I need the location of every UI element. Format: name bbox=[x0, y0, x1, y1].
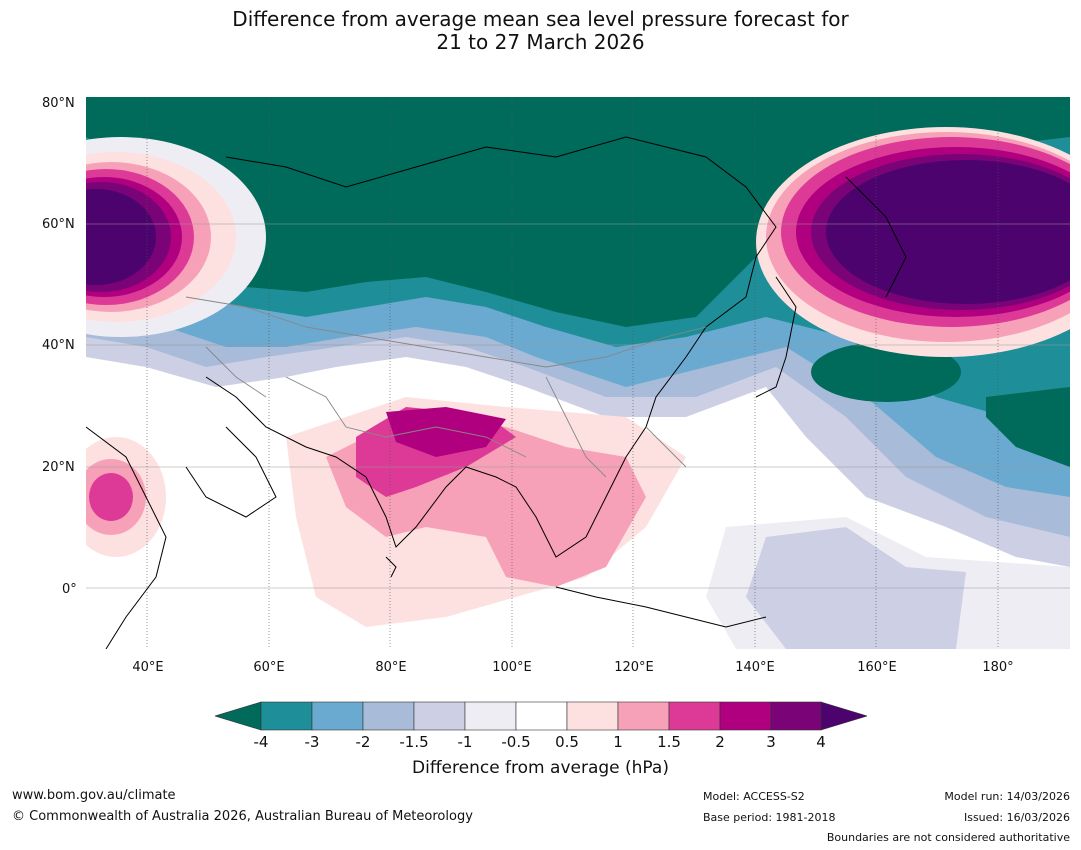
colorbar-bin-6 bbox=[515, 701, 568, 731]
lon-label-160e: 160°E bbox=[857, 660, 897, 675]
colorbar bbox=[213, 700, 869, 760]
lon-label-60e: 60°E bbox=[253, 660, 285, 675]
lat-label-20n: 20°N bbox=[42, 460, 75, 475]
colorbar-bin-7 bbox=[566, 701, 619, 731]
neg-patch-pacific-2 bbox=[986, 387, 1070, 467]
pos-arabia-core bbox=[89, 473, 133, 521]
map-title: Difference from average mean sea level p… bbox=[0, 8, 1081, 54]
cb-tick-2: 2 bbox=[715, 733, 725, 751]
cb-tick-3: 3 bbox=[766, 733, 776, 751]
issued-date: Issued: 16/03/2026 bbox=[963, 811, 1070, 824]
model-name: Model: ACCESS-S2 bbox=[703, 790, 805, 803]
lon-label-100e: 100°E bbox=[492, 660, 532, 675]
lat-label-40n: 40°N bbox=[42, 338, 75, 353]
cb-tick-neg2: -2 bbox=[355, 733, 371, 751]
pressure-anomaly-map bbox=[86, 97, 1070, 649]
cb-tick-1: 1 bbox=[613, 733, 623, 751]
lat-label-60n: 60°N bbox=[42, 217, 75, 232]
boundaries-disclaimer: Boundaries are not considered authoritat… bbox=[826, 831, 1070, 844]
base-period: Base period: 1981-2018 bbox=[703, 811, 836, 824]
colorbar-bin-9 bbox=[668, 701, 721, 731]
cb-tick-neg4: -4 bbox=[253, 733, 269, 751]
colorbar-bin-3 bbox=[362, 701, 415, 731]
neg-patch-pacific-1 bbox=[811, 342, 961, 402]
pos-europe-core bbox=[86, 189, 156, 285]
cb-tick-neg3: -3 bbox=[304, 733, 320, 751]
model-run-date: Model run: 14/03/2026 bbox=[944, 790, 1070, 803]
colorbar-bin-10 bbox=[719, 701, 772, 731]
colorbar-bin-2 bbox=[311, 701, 364, 731]
lon-label-80e: 80°E bbox=[375, 660, 407, 675]
lon-label-180: 180° bbox=[982, 660, 1014, 675]
cb-tick-neg1-5: -1.5 bbox=[399, 733, 429, 751]
cb-tick-neg1: -1 bbox=[457, 733, 473, 751]
cb-tick-0-5: 0.5 bbox=[555, 733, 579, 751]
map-svg bbox=[86, 97, 1070, 649]
pos-pacific-core bbox=[826, 160, 1070, 304]
coastlines bbox=[86, 136, 907, 649]
colorbar-bin-11 bbox=[770, 701, 822, 731]
colorbar-bin-1 bbox=[260, 701, 313, 731]
graticule bbox=[86, 97, 1070, 649]
cb-tick-4: 4 bbox=[816, 733, 826, 751]
title-line-1: Difference from average mean sea level p… bbox=[232, 7, 849, 31]
lon-label-140e: 140°E bbox=[735, 660, 775, 675]
copyright-text: © Commonwealth of Australia 2026, Austra… bbox=[12, 809, 473, 824]
colorbar-bin-4 bbox=[413, 701, 466, 731]
colorbar-svg bbox=[213, 701, 869, 731]
colorbar-title: Difference from average (hPa) bbox=[412, 758, 669, 778]
cb-tick-neg0-5: -0.5 bbox=[501, 733, 531, 751]
country-borders bbox=[185, 296, 707, 478]
colorbar-bin-8 bbox=[617, 701, 670, 731]
lon-label-40e: 40°E bbox=[132, 660, 164, 675]
title-line-2: 21 to 27 March 2026 bbox=[436, 30, 645, 54]
cb-tick-1-5: 1.5 bbox=[657, 733, 681, 751]
lat-label-80n: 80°N bbox=[42, 96, 75, 111]
lon-label-120e: 120°E bbox=[614, 660, 654, 675]
pos-southasia-deep bbox=[386, 407, 506, 457]
colorbar-bin-5 bbox=[464, 701, 517, 731]
website-link[interactable]: www.bom.gov.au/climate bbox=[12, 788, 176, 803]
colorbar-max-arrow bbox=[820, 701, 869, 731]
lat-label-0: 0° bbox=[62, 582, 77, 597]
colorbar-min-arrow bbox=[213, 701, 262, 731]
